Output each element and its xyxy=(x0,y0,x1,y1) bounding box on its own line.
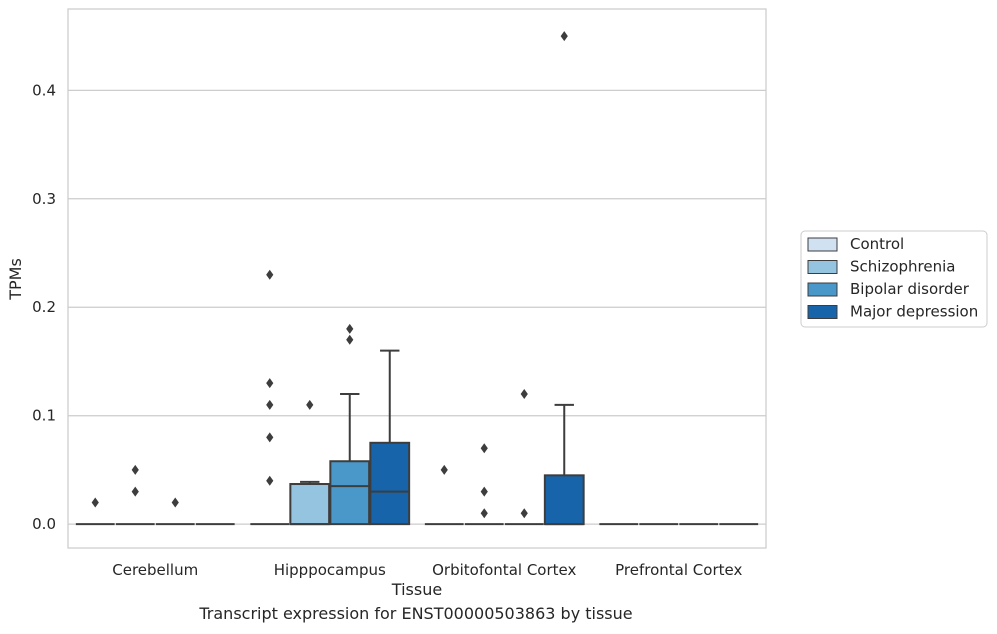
outlier-point xyxy=(131,464,139,475)
box-1-1 xyxy=(289,399,331,526)
box-1-3 xyxy=(369,349,411,526)
legend: Control Schizophrenia Bipolar disorder Majo… xyxy=(800,230,988,328)
box-body xyxy=(329,460,371,526)
outlier-point xyxy=(480,508,488,519)
legend-label: Major depression xyxy=(850,303,978,321)
legend-label: Control xyxy=(850,235,904,253)
x-tick-label: Hipppocampus xyxy=(274,561,386,579)
outlier-point xyxy=(346,323,354,334)
x-axis-ticks: Cerebellum Hipppocampus Orbitofontal Corte… xyxy=(112,561,742,579)
gridlines xyxy=(68,89,766,525)
box-2-1 xyxy=(464,443,504,526)
outlier-point xyxy=(171,497,179,508)
box-body xyxy=(289,483,331,526)
x-axis-label: Tissue xyxy=(391,580,442,599)
outlier-point xyxy=(480,486,488,497)
outlier-point xyxy=(266,269,274,280)
box-body xyxy=(369,441,411,526)
outlier-point xyxy=(520,389,528,399)
box-body xyxy=(543,474,585,526)
y-tick-label: 0.2 xyxy=(32,298,56,316)
box-2-2 xyxy=(504,389,544,526)
outlier-point xyxy=(266,475,274,486)
outlier-point xyxy=(91,497,99,508)
outlier-point xyxy=(266,399,274,410)
outlier-point xyxy=(266,432,274,443)
legend-swatch xyxy=(807,305,838,319)
legend-swatch xyxy=(807,282,838,297)
y-tick-label: 0.4 xyxy=(32,81,56,99)
plot-frame xyxy=(67,8,767,549)
outlier-point xyxy=(306,399,314,410)
legend-frame xyxy=(800,230,988,328)
box-0-0 xyxy=(75,497,115,526)
outlier-point xyxy=(346,334,354,345)
box-0-1 xyxy=(115,464,155,526)
x-tick-label: Orbitofontal Cortex xyxy=(432,561,576,579)
outlier-point xyxy=(440,464,448,475)
x-tick-label: Prefrontal Cortex xyxy=(615,561,742,579)
box-1-0 xyxy=(250,269,290,526)
y-axis-ticks: 0.0 0.1 0.2 0.3 0.4 xyxy=(32,81,56,533)
y-tick-label: 0.0 xyxy=(32,515,56,533)
box-2-0 xyxy=(424,464,464,526)
box-1-2 xyxy=(329,323,371,526)
box-groups xyxy=(75,31,759,526)
legend-label: Schizophrenia xyxy=(850,258,955,276)
y-axis-label: TPMs xyxy=(6,258,25,301)
outlier-point xyxy=(560,31,568,42)
box-0-2 xyxy=(155,497,195,526)
outlier-point xyxy=(131,486,139,497)
outlier-point xyxy=(480,443,488,454)
legend-swatch xyxy=(807,260,838,274)
chart-caption: Transcript expression for ENST0000050386… xyxy=(199,604,633,623)
box-2-3 xyxy=(543,31,585,526)
legend-swatch xyxy=(807,237,838,252)
y-tick-label: 0.1 xyxy=(32,407,56,425)
legend-label: Bipolar disorder xyxy=(850,280,970,298)
outlier-point xyxy=(520,508,528,519)
outlier-point xyxy=(266,378,274,389)
y-tick-label: 0.3 xyxy=(32,190,56,208)
x-tick-label: Cerebellum xyxy=(112,561,198,579)
